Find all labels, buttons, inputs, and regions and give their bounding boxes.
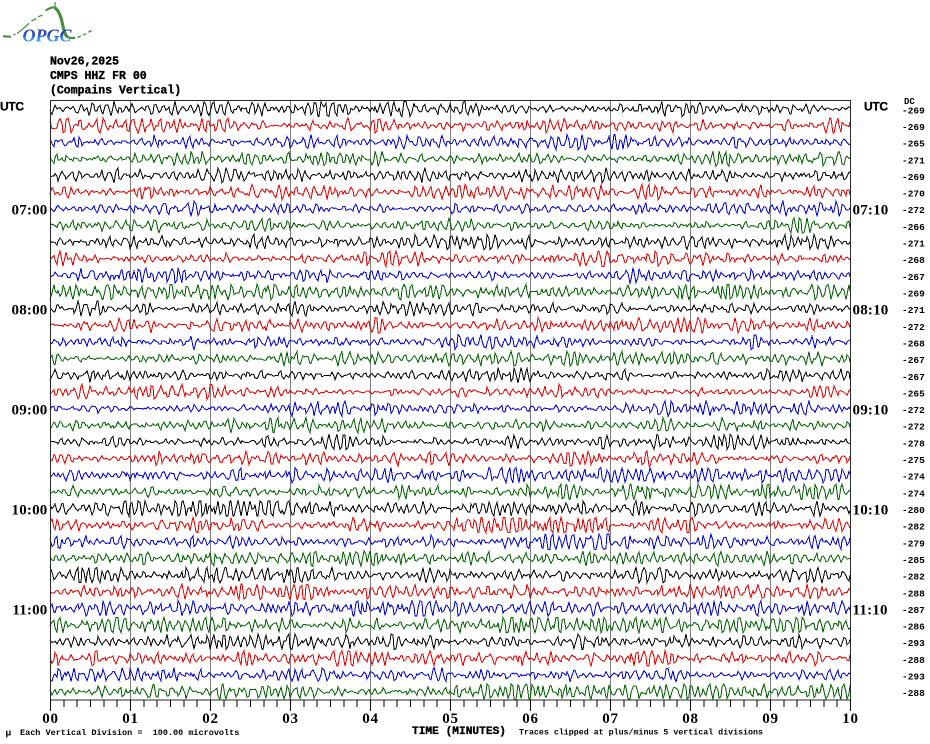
svg-text:CMPS HHZ FR 00: CMPS HHZ FR 00: [50, 70, 147, 83]
svg-text:-265: -265: [902, 388, 925, 399]
svg-text:-286: -286: [902, 622, 925, 633]
svg-text:-279: -279: [902, 538, 925, 549]
svg-text:-271: -271: [902, 155, 925, 166]
svg-text:07:10: 07:10: [853, 203, 889, 219]
svg-text:-285: -285: [902, 555, 925, 566]
svg-text:03: 03: [282, 711, 299, 727]
svg-text:09:10: 09:10: [853, 403, 889, 419]
svg-text:DC: DC: [904, 97, 915, 107]
svg-text:OPGC: OPGC: [23, 26, 73, 46]
svg-text:08: 08: [682, 711, 699, 727]
svg-text:10: 10: [842, 711, 859, 727]
svg-text:-270: -270: [902, 189, 925, 200]
svg-text:UTC: UTC: [0, 100, 24, 114]
svg-text:-269: -269: [902, 105, 925, 116]
svg-text:UTC: UTC: [864, 100, 888, 114]
svg-text:-272: -272: [902, 405, 925, 416]
svg-text:11:00: 11:00: [12, 602, 47, 618]
svg-text:-266: -266: [902, 222, 925, 233]
svg-text:-280: -280: [902, 505, 925, 516]
svg-text:-278: -278: [902, 438, 925, 449]
svg-text:-288: -288: [902, 588, 925, 599]
svg-text:TIME (MINUTES): TIME (MINUTES): [412, 726, 506, 738]
svg-text:10:10: 10:10: [853, 502, 889, 518]
svg-text:10:00: 10:00: [12, 502, 48, 518]
svg-text:-269: -269: [902, 122, 925, 133]
svg-text:-288: -288: [902, 688, 925, 699]
svg-text:06: 06: [522, 711, 539, 727]
svg-text:11:10: 11:10: [853, 602, 888, 618]
svg-text:Nov26,2025: Nov26,2025: [50, 56, 119, 69]
svg-text:08:10: 08:10: [853, 303, 889, 319]
svg-text:μ: μ: [6, 728, 12, 739]
svg-text:02: 02: [202, 711, 219, 727]
svg-text:01: 01: [122, 711, 139, 727]
svg-text:08:00: 08:00: [12, 303, 48, 319]
svg-text:-287: -287: [902, 605, 925, 616]
svg-text:-268: -268: [902, 255, 925, 266]
svg-text:-282: -282: [902, 522, 925, 533]
svg-text:04: 04: [362, 711, 379, 727]
svg-text:05: 05: [442, 711, 459, 727]
svg-text:09:00: 09:00: [12, 403, 48, 419]
svg-text:-272: -272: [902, 205, 925, 216]
svg-text:07: 07: [602, 711, 619, 727]
svg-text:-293: -293: [902, 638, 925, 649]
svg-text:-274: -274: [902, 472, 925, 483]
svg-text:-271: -271: [902, 305, 925, 316]
svg-text:-267: -267: [902, 355, 925, 366]
svg-text:-269: -269: [902, 172, 925, 183]
svg-text:-265: -265: [902, 139, 925, 150]
svg-text:-274: -274: [902, 488, 925, 499]
svg-text:-282: -282: [902, 572, 925, 583]
svg-text:-269: -269: [902, 289, 925, 300]
svg-text:-267: -267: [902, 372, 925, 383]
svg-text:(Compains Vertical): (Compains Vertical): [50, 85, 181, 98]
svg-text:-272: -272: [902, 322, 925, 333]
svg-text:-268: -268: [902, 338, 925, 349]
svg-text:Traces clipped at plus/minus 5: Traces clipped at plus/minus 5 vertical …: [519, 728, 763, 738]
svg-text:-267: -267: [902, 272, 925, 283]
svg-text:-288: -288: [902, 655, 925, 666]
svg-text:09: 09: [762, 711, 779, 727]
svg-text:00: 00: [42, 711, 59, 727]
svg-text:-293: -293: [902, 672, 925, 683]
svg-text:-272: -272: [902, 422, 925, 433]
svg-text:-275: -275: [902, 455, 925, 466]
svg-text:07:00: 07:00: [12, 203, 48, 219]
svg-text:-271: -271: [902, 239, 925, 250]
svg-text:Each Vertical Division = 100.: Each Vertical Division = 100.00 microvol…: [20, 728, 239, 738]
